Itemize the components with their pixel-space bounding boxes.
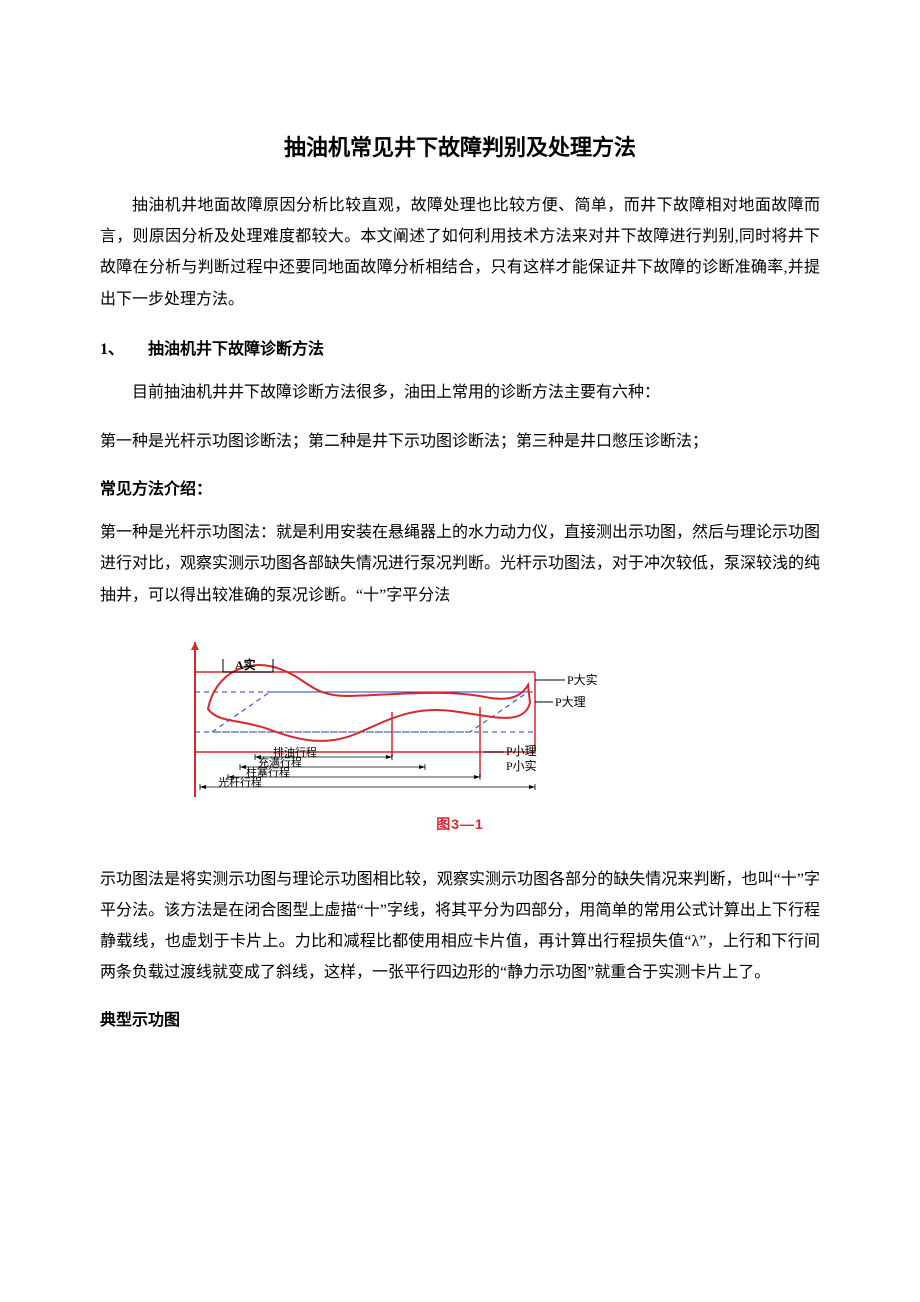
- svg-text:P小实: P小实: [506, 758, 537, 773]
- page-title: 抽油机常见井下故障判别及处理方法: [100, 130, 820, 162]
- methods-subheading: 常见方法介绍：: [100, 475, 820, 499]
- section-title: 抽油机井下故障诊断方法: [148, 341, 324, 358]
- intro-paragraph: 抽油机井地面故障原因分析比较直观，故障处理也比较方便、简单，而井下故障相对地面故…: [100, 190, 820, 315]
- svg-text:P大实: P大实: [567, 672, 598, 687]
- section-1-heading: 1、 抽油机井下故障诊断方法: [100, 335, 820, 359]
- svg-text:P小理: P小理: [506, 744, 537, 758]
- typical-heading: 典型示功图: [100, 1006, 820, 1030]
- svg-text:A实: A实: [235, 657, 256, 672]
- svg-text:P大理: P大理: [555, 695, 586, 709]
- svg-text:光杆行程: 光杆行程: [218, 775, 262, 789]
- diagram-svg: A实P大实P大理P小理P小实排油行程充满行程柱塞行程光杆行程: [140, 637, 640, 812]
- document-page: 抽油机常见井下故障判别及处理方法 抽油机井地面故障原因分析比较直观，故障处理也比…: [0, 0, 920, 1302]
- section1-p2: 第一种是光杆示功图诊断法；第二种是井下示功图诊断法；第三种是井口憋压诊断法；: [100, 426, 820, 457]
- diagram-caption: 图3—1: [100, 814, 820, 834]
- section-number: 1、: [100, 341, 124, 358]
- after-diagram-paragraph: 示功图法是将实测示功图与理论示功图相比较，观察实测示功图各部分的缺失情况来判断，…: [100, 864, 820, 989]
- section1-p3: 第一种是光杆示功图法：就是利用安装在悬绳器上的水力动力仪，直接测出示功图，然后与…: [100, 517, 820, 611]
- section1-p1: 目前抽油机井井下故障诊断方法很多，油田上常用的诊断方法主要有六种：: [100, 377, 820, 408]
- indicator-diagram: A实P大实P大理P小理P小实排油行程充满行程柱塞行程光杆行程 图3—1: [100, 637, 820, 834]
